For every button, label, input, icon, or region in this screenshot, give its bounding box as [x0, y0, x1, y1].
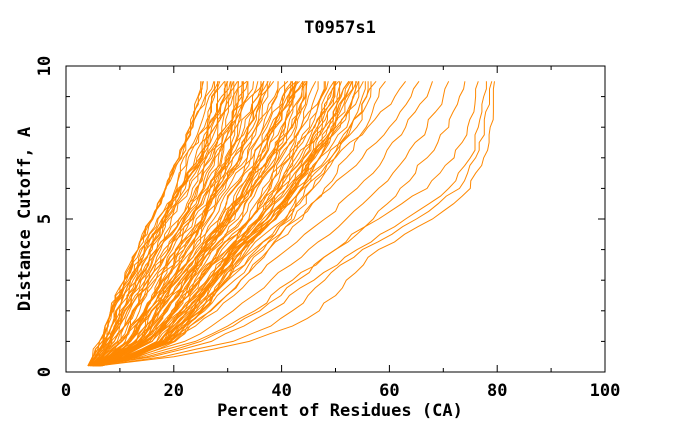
model-curve	[96, 81, 329, 367]
y-tick-label: 10	[35, 56, 55, 76]
model-curve	[93, 81, 286, 367]
model-curve	[93, 80, 289, 367]
model-curve	[93, 81, 265, 367]
model-curve	[94, 81, 297, 367]
model-curve	[98, 81, 493, 367]
model-curve	[94, 81, 308, 367]
model-curve	[92, 81, 479, 367]
model-curve	[99, 81, 354, 367]
model-curve	[89, 81, 234, 367]
x-tick-label: 40	[271, 381, 291, 401]
model-curve	[98, 81, 495, 367]
chart-title: T0957s1	[304, 18, 376, 38]
model-curve	[87, 81, 221, 367]
x-axis-label: Percent of Residues (CA)	[217, 401, 463, 421]
model-curve	[92, 81, 450, 367]
model-curve	[96, 81, 297, 367]
x-tick-label: 100	[590, 381, 621, 401]
x-tick-label: 60	[379, 381, 399, 401]
model-curve	[89, 81, 228, 367]
model-curve	[98, 81, 341, 367]
model-curve	[100, 80, 386, 367]
model-curve	[90, 81, 240, 367]
model-curve	[87, 81, 203, 367]
model-curve	[95, 81, 307, 367]
model-curve	[101, 81, 369, 367]
model-curve	[95, 81, 466, 367]
y-tick-label: 0	[35, 367, 55, 377]
model-curve	[90, 80, 406, 367]
model-curve	[91, 81, 269, 367]
model-curve	[101, 80, 377, 367]
tick-labels-layer: 0 20 40 60 80 100 0 5 10	[35, 56, 620, 401]
y-tick-label: 5	[35, 214, 55, 224]
model-curve	[89, 81, 238, 367]
model-curve	[92, 81, 420, 367]
model-curve	[93, 80, 293, 367]
model-curve	[97, 81, 351, 367]
model-curve	[98, 81, 357, 367]
model-curve	[93, 81, 268, 367]
model-curve	[91, 81, 262, 367]
x-tick-label: 0	[61, 381, 71, 401]
x-tick-label: 80	[487, 381, 507, 401]
model-curve	[95, 81, 487, 367]
axes-layer	[65, 65, 606, 373]
model-curve	[100, 81, 353, 367]
curves-layer	[87, 80, 495, 367]
model-curve	[95, 80, 300, 367]
model-curve	[92, 81, 279, 367]
x-tick-label: 20	[164, 381, 184, 401]
model-curve	[95, 81, 433, 367]
model-curve	[99, 81, 372, 367]
